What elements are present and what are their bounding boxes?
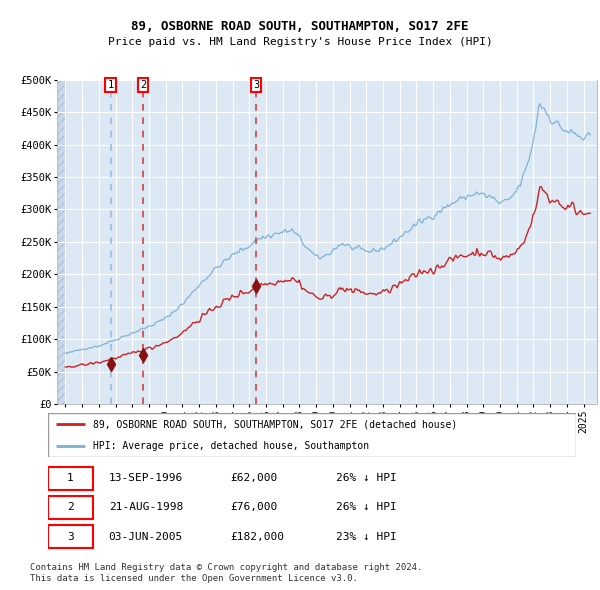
Text: Price paid vs. HM Land Registry's House Price Index (HPI): Price paid vs. HM Land Registry's House …: [107, 38, 493, 47]
Text: 26% ↓ HPI: 26% ↓ HPI: [336, 473, 397, 483]
FancyBboxPatch shape: [48, 525, 93, 548]
Text: 1: 1: [107, 80, 114, 90]
FancyBboxPatch shape: [48, 467, 93, 490]
Text: 03-JUN-2005: 03-JUN-2005: [109, 532, 183, 542]
Text: HPI: Average price, detached house, Southampton: HPI: Average price, detached house, Sout…: [93, 441, 369, 451]
Text: £62,000: £62,000: [230, 473, 277, 483]
Text: 23% ↓ HPI: 23% ↓ HPI: [336, 532, 397, 542]
Text: 89, OSBORNE ROAD SOUTH, SOUTHAMPTON, SO17 2FE: 89, OSBORNE ROAD SOUTH, SOUTHAMPTON, SO1…: [131, 20, 469, 33]
Text: £182,000: £182,000: [230, 532, 284, 542]
Text: 2: 2: [140, 80, 146, 90]
Text: 21-AUG-1998: 21-AUG-1998: [109, 503, 183, 512]
Text: 89, OSBORNE ROAD SOUTH, SOUTHAMPTON, SO17 2FE (detached house): 89, OSBORNE ROAD SOUTH, SOUTHAMPTON, SO1…: [93, 419, 457, 429]
Text: £76,000: £76,000: [230, 503, 277, 512]
Text: 3: 3: [67, 532, 74, 542]
Text: 13-SEP-1996: 13-SEP-1996: [109, 473, 183, 483]
Text: 2: 2: [67, 503, 74, 512]
Text: 1: 1: [67, 473, 74, 483]
FancyBboxPatch shape: [48, 496, 93, 519]
Bar: [57, 80, 65, 404]
Text: 26% ↓ HPI: 26% ↓ HPI: [336, 503, 397, 512]
FancyBboxPatch shape: [48, 413, 576, 457]
Text: Contains HM Land Registry data © Crown copyright and database right 2024.
This d: Contains HM Land Registry data © Crown c…: [30, 563, 422, 583]
Text: 3: 3: [253, 80, 259, 90]
